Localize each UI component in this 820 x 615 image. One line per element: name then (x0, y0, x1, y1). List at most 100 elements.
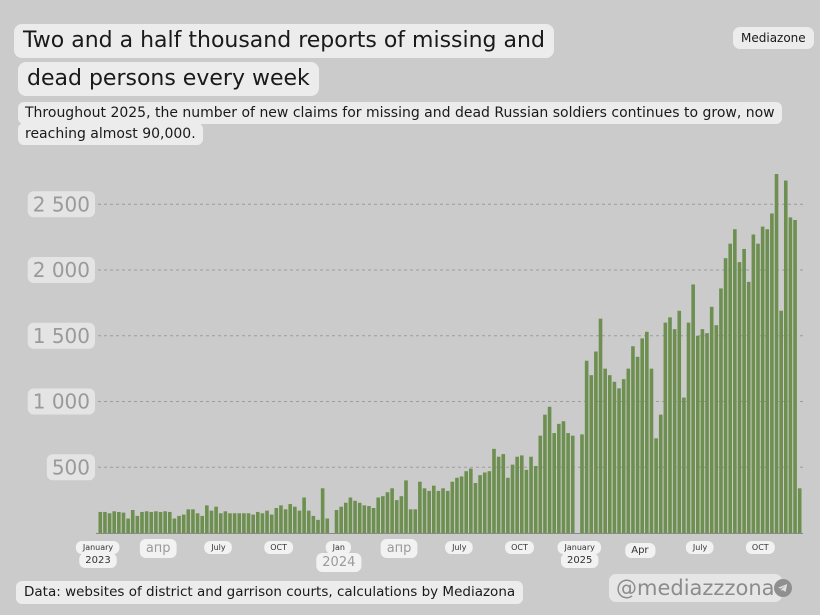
x-tick-year-2023: 2023 (79, 553, 117, 568)
bar-week-20 (191, 509, 195, 533)
bar-week-136 (728, 243, 733, 533)
bar-week-79 (464, 471, 469, 533)
bar-week-66 (404, 480, 408, 533)
data-source-note: Data: websites of district and garrison … (16, 581, 524, 604)
bar-week-117 (640, 338, 645, 533)
bar-week-6 (126, 518, 130, 533)
bar-week-94 (533, 465, 538, 533)
bar-week-126 (682, 397, 686, 533)
social-handle[interactable]: @mediazzzona (609, 574, 782, 602)
bar-week-58 (367, 506, 371, 533)
bar-week-57 (362, 505, 367, 533)
svg-text:OCT: OCT (511, 543, 528, 552)
bar-week-56 (357, 502, 362, 533)
bar-week-81 (473, 483, 478, 533)
bar-week-144 (765, 229, 770, 534)
y-tick-label-1500: 1 500 (27, 322, 95, 349)
bar-week-73 (436, 490, 441, 533)
bar-week-147 (779, 310, 783, 533)
bar-week-76 (450, 481, 455, 533)
svg-text:2024: 2024 (322, 555, 355, 570)
x-axis-labels: January 2023 апр July OCT Jan 2024 апр July OCT Ja… (75, 539, 775, 572)
bar-week-116 (635, 356, 640, 533)
bar-week-9 (140, 511, 144, 533)
svg-text:January: January (82, 543, 114, 552)
bar-week-145 (770, 213, 774, 533)
bar-week-137 (733, 229, 737, 534)
bar-week-70 (422, 488, 427, 533)
bar-week-29 (232, 513, 237, 533)
bar-week-127 (686, 322, 691, 533)
bar-week-25 (214, 506, 218, 533)
chart-title-line-2: dead persons every week (18, 62, 319, 96)
bar-week-104 (580, 434, 584, 534)
bar-week-148 (783, 180, 788, 533)
y-tick-label-1000: 1 000 (27, 388, 95, 415)
bar-week-109 (603, 368, 607, 534)
bar-week-49 (325, 518, 330, 533)
bar-week-64 (394, 500, 399, 534)
bar-week-118 (645, 331, 649, 533)
bar-week-111 (612, 381, 617, 533)
bar-week-107 (594, 351, 598, 533)
bar-week-142 (756, 243, 760, 533)
bar-week-123 (668, 317, 672, 533)
bar-week-60 (376, 497, 381, 533)
bar-week-87 (501, 454, 506, 533)
bar-week-149 (788, 217, 793, 533)
bar-week-63 (390, 488, 394, 533)
bar-week-128 (691, 284, 695, 533)
bar-week-84 (487, 471, 492, 533)
bar-week-108 (598, 318, 603, 533)
bar-week-106 (589, 375, 594, 533)
bar-week-121 (658, 414, 663, 533)
svg-text:OCT: OCT (270, 543, 287, 552)
bar-week-101 (566, 433, 570, 533)
svg-text:2025: 2025 (567, 555, 592, 566)
bar-week-99 (557, 423, 561, 533)
bar-week-140 (746, 281, 751, 533)
bar-week-8 (135, 515, 140, 533)
bar-week-16 (172, 518, 177, 533)
bar-week-91 (519, 455, 524, 533)
x-tick-label-7: OCT (505, 541, 534, 554)
svg-text:Apr: Apr (631, 545, 649, 556)
svg-text:Jan: Jan (332, 543, 345, 552)
y-tick-label-2500: 2 500 (27, 191, 95, 218)
chart-title-line-1: Two and a half thousand reports of missi… (14, 24, 554, 58)
bar-week-82 (478, 475, 482, 533)
bar-week-150 (793, 220, 797, 533)
svg-text:500: 500 (52, 455, 90, 479)
bar-week-23 (205, 505, 209, 533)
bar-week-54 (348, 497, 353, 533)
bar-week-15 (167, 511, 172, 533)
bar-week-46 (311, 515, 316, 533)
bar-week-43 (297, 510, 302, 533)
svg-text:July: July (692, 543, 708, 552)
x-tick-label-4: Jan (325, 541, 352, 554)
bar-week-14 (163, 511, 167, 533)
bar-week-36 (265, 510, 269, 533)
chart-subtitle-line-1: Throughout 2025, the number of new claim… (18, 102, 782, 124)
bar-week-69 (418, 481, 422, 533)
bar-week-24 (209, 510, 214, 533)
bar-week-139 (742, 248, 746, 533)
bar-week-141 (751, 234, 756, 533)
svg-text:July: July (210, 543, 226, 552)
bar-week-105 (584, 360, 589, 533)
bar-week-42 (293, 506, 297, 533)
bar-week-92 (524, 469, 529, 533)
bar-week-93 (529, 456, 533, 533)
bar-week-51 (334, 509, 339, 533)
bar-week-21 (195, 513, 200, 533)
bar-week-114 (626, 368, 631, 534)
x-tick-label-6: July (445, 541, 473, 554)
bar-week-37 (269, 514, 274, 533)
bar-week-133 (714, 325, 719, 533)
svg-text:January: January (564, 543, 596, 552)
bar-layer (98, 174, 802, 534)
bar-week-19 (186, 509, 191, 533)
telegram-icon[interactable] (774, 579, 792, 597)
x-tick-year-2024: 2024 (316, 553, 362, 572)
